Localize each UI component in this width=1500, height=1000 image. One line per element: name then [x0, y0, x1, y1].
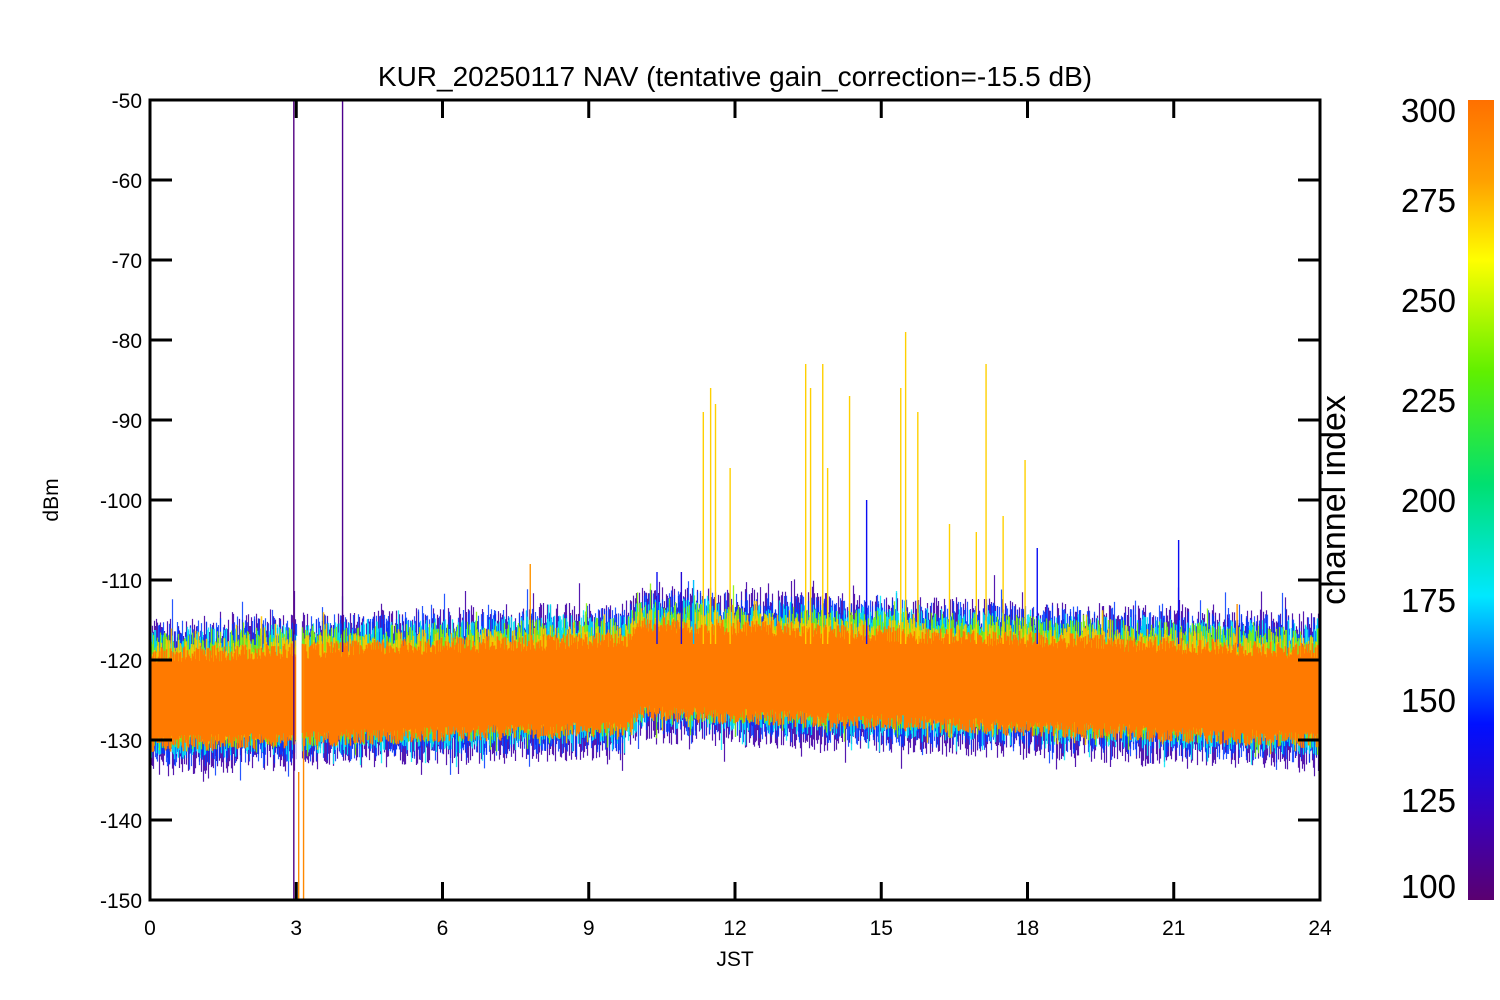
x-tick-label: 0 [144, 917, 156, 940]
x-tick-label: 3 [290, 917, 302, 940]
plot-area [150, 100, 1320, 900]
x-axis-label: JST [716, 948, 754, 971]
x-tick-label: 15 [870, 917, 893, 940]
signal-spikes [293, 100, 1238, 900]
y-tick-label: -130 [100, 730, 142, 753]
colorbar-tick-label: 200 [1401, 482, 1456, 519]
y-tick-label: -90 [112, 410, 142, 433]
x-tick-label: 18 [1016, 917, 1039, 940]
colorbar-gradient [1468, 100, 1494, 900]
x-tick-label: 9 [583, 917, 595, 940]
y-tick-label: -140 [100, 810, 142, 833]
y-tick-label: -80 [112, 330, 142, 353]
y-tick-label: -50 [112, 90, 142, 113]
colorbar-ticks: 100 125 150 175 200 225 250 275 300 [1401, 92, 1456, 905]
signal-band [150, 575, 1320, 782]
colorbar-tick-label: 150 [1401, 682, 1456, 719]
colorbar-tick-label: 275 [1401, 182, 1456, 219]
y-tick-label: -100 [100, 490, 142, 513]
y-tick-label: -60 [112, 170, 142, 193]
y-tick-label: -110 [102, 570, 142, 593]
y-tick-label: -70 [112, 250, 142, 273]
y-tick-label: -150 [100, 890, 142, 913]
data-gap [296, 636, 302, 772]
plot-frame [148, 98, 1322, 902]
colorbar-tick-label: 175 [1401, 582, 1456, 619]
x-tick-label: 24 [1308, 917, 1332, 940]
colorbar-label: channel index [1315, 395, 1353, 605]
colorbar-tick-label: 225 [1401, 382, 1456, 419]
gap-stripe [296, 636, 302, 772]
colorbar-tick-label: 125 [1401, 782, 1456, 819]
y-tick-label: -120 [100, 650, 142, 673]
y-axis-label: dBm [40, 478, 63, 521]
colorbar-tick-label: 100 [1401, 868, 1456, 905]
x-tick-label: 21 [1162, 917, 1185, 940]
x-tick-label: 6 [437, 917, 449, 940]
colorbar: 100 125 150 175 200 225 250 275 300 channel inde… [1315, 92, 1494, 905]
chart-title: KUR_20250117 NAV (tentative gain_correct… [378, 61, 1092, 92]
colorbar-tick-label: 250 [1401, 282, 1456, 319]
y-axis: -50 -60 -70 -80 -90 -100 -110 -120 -130 -140 -150 [100, 90, 1320, 913]
colorbar-tick-label: 300 [1401, 92, 1456, 129]
x-axis: 0 3 6 9 12 15 18 21 24 [144, 100, 1332, 940]
x-tick-label: 12 [723, 917, 746, 940]
